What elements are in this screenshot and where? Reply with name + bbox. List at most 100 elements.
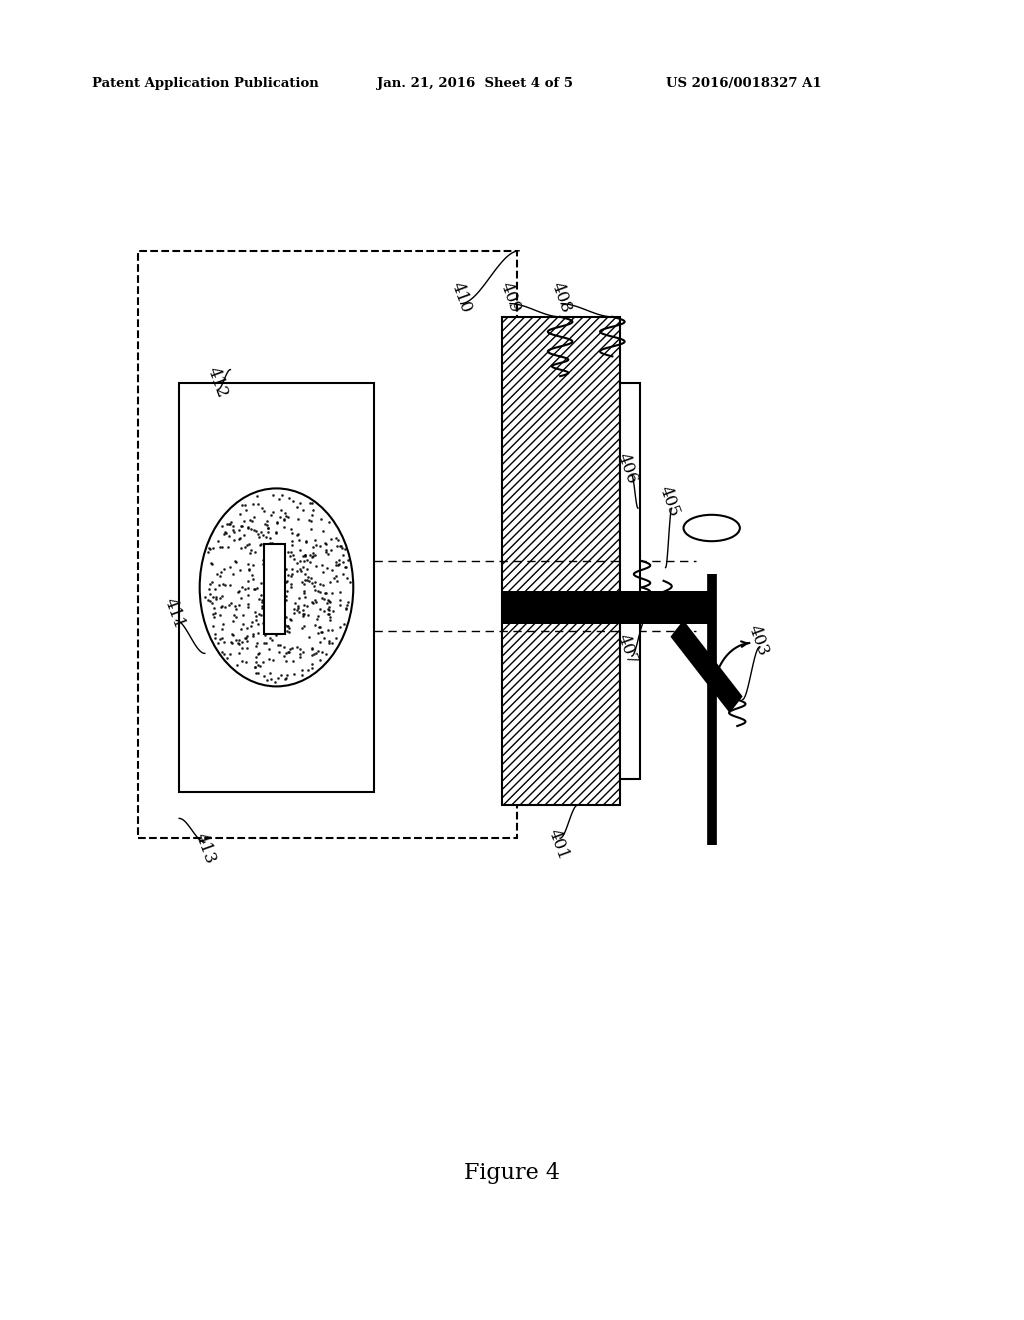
Point (307, 615, 324, 636)
Point (282, 622, 298, 643)
Point (312, 582, 329, 603)
Point (210, 632, 226, 653)
Text: 406: 406 (613, 450, 640, 487)
Point (220, 537, 237, 558)
Bar (502, 317, 620, 805)
Point (250, 614, 266, 635)
Point (239, 626, 255, 647)
Point (305, 543, 322, 564)
Point (256, 665, 272, 686)
Point (334, 537, 350, 558)
Point (313, 510, 330, 531)
Text: Figure 4: Figure 4 (464, 1162, 560, 1184)
Point (232, 587, 249, 609)
Point (246, 519, 262, 540)
Point (261, 586, 278, 607)
Point (328, 528, 344, 549)
Point (226, 529, 243, 550)
Point (285, 564, 301, 585)
Point (335, 564, 351, 585)
Point (312, 631, 329, 652)
Point (252, 533, 268, 554)
Point (221, 513, 238, 535)
Point (236, 524, 252, 545)
Point (231, 594, 248, 615)
Point (214, 642, 230, 663)
Point (311, 616, 328, 638)
Point (256, 543, 272, 564)
Point (295, 642, 311, 663)
Point (205, 537, 221, 558)
Point (228, 655, 245, 676)
Point (303, 568, 319, 589)
Point (263, 568, 280, 589)
Point (301, 626, 317, 647)
Point (253, 573, 269, 594)
Point (200, 541, 216, 562)
Point (330, 529, 346, 550)
Point (256, 540, 272, 561)
Point (289, 496, 305, 517)
Point (328, 565, 344, 586)
Point (292, 558, 308, 579)
Point (304, 644, 321, 665)
Point (268, 512, 285, 533)
Point (270, 642, 287, 663)
Point (318, 557, 335, 578)
Point (226, 550, 243, 572)
Point (291, 587, 307, 609)
Point (307, 556, 324, 577)
Point (248, 610, 264, 631)
Text: 413: 413 (191, 830, 218, 867)
Point (221, 557, 238, 578)
Point (214, 515, 230, 536)
Point (239, 631, 255, 652)
Point (312, 620, 329, 642)
Point (197, 586, 213, 607)
Point (294, 664, 310, 685)
Point (245, 626, 261, 647)
Point (299, 595, 315, 616)
Point (216, 631, 232, 652)
Point (324, 560, 340, 581)
Point (254, 591, 270, 612)
Point (202, 574, 218, 595)
Point (274, 484, 291, 506)
Point (270, 635, 287, 656)
Point (265, 484, 282, 506)
Point (234, 516, 251, 537)
Point (214, 595, 230, 616)
Point (221, 513, 238, 535)
Point (224, 520, 241, 541)
Point (281, 507, 297, 528)
Point (259, 517, 275, 539)
Point (300, 605, 316, 626)
Point (324, 619, 340, 640)
Point (290, 508, 306, 529)
Point (319, 603, 336, 624)
Point (255, 553, 271, 574)
Point (254, 589, 270, 610)
Point (237, 536, 253, 557)
Point (311, 536, 328, 557)
Point (299, 660, 315, 681)
Point (270, 618, 287, 639)
Point (284, 558, 300, 579)
Point (268, 523, 285, 544)
Point (321, 599, 337, 620)
Point (328, 550, 344, 572)
Point (237, 494, 253, 515)
Point (328, 628, 344, 649)
Point (322, 591, 338, 612)
Point (259, 517, 275, 539)
Point (271, 488, 288, 510)
Point (259, 510, 275, 531)
Point (203, 553, 219, 574)
Point (267, 583, 284, 605)
Point (308, 609, 325, 630)
Point (297, 586, 313, 607)
Point (283, 566, 299, 587)
Point (297, 545, 313, 566)
Point (246, 624, 262, 645)
Point (225, 605, 242, 626)
